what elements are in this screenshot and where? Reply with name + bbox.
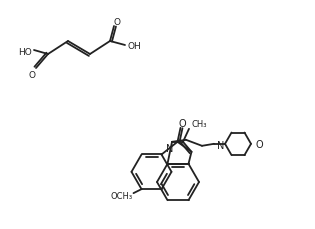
Text: O: O <box>179 118 186 128</box>
Text: CH₃: CH₃ <box>191 120 207 129</box>
Text: N: N <box>166 143 174 153</box>
Text: OH: OH <box>127 41 141 50</box>
Text: O: O <box>28 70 36 79</box>
Text: HO: HO <box>18 47 32 56</box>
Text: O: O <box>113 17 121 26</box>
Text: N: N <box>217 140 224 150</box>
Text: O: O <box>256 139 264 149</box>
Text: OCH₃: OCH₃ <box>111 191 133 200</box>
